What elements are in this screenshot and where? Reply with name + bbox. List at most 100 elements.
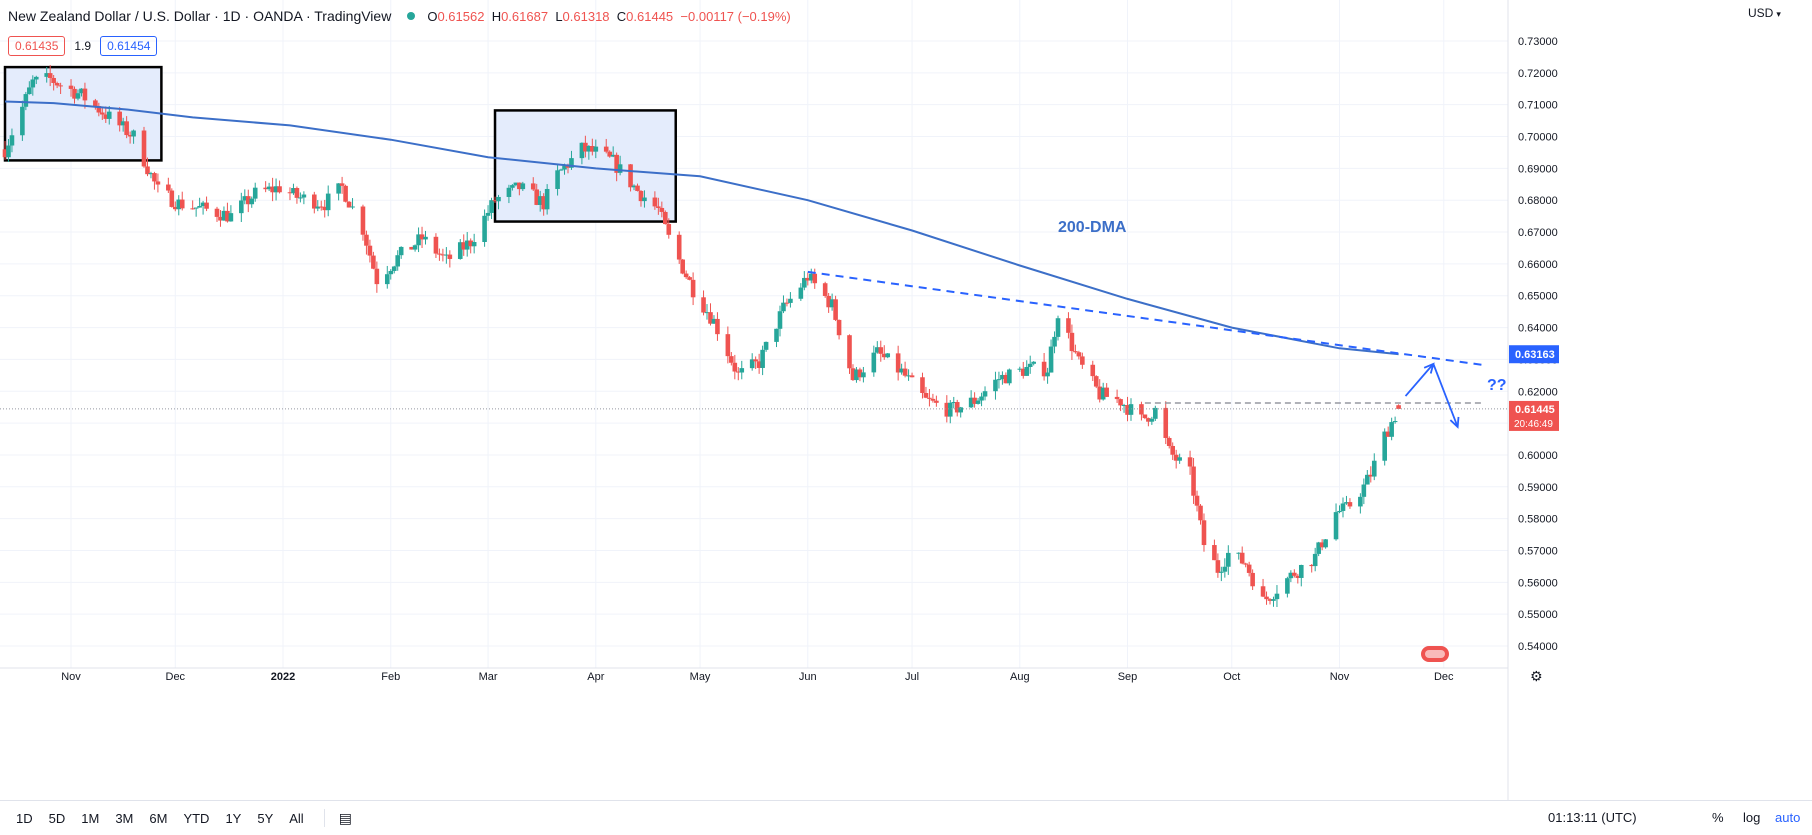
countdown-label: 20:46:49: [1514, 419, 1553, 430]
calendar-icon[interactable]: ▤: [338, 809, 352, 826]
time-tick-label: Aug: [1010, 671, 1030, 683]
utc-clock[interactable]: 01:13:11 (UTC): [1548, 810, 1637, 825]
candle-body: [225, 210, 230, 222]
candle-body: [343, 185, 348, 202]
candle-body: [120, 121, 126, 126]
range-1y[interactable]: 1Y: [225, 810, 242, 826]
highlight-box[interactable]: [3, 65, 163, 162]
candle-body: [346, 201, 352, 208]
candle-body: [1177, 457, 1182, 461]
toolbar-divider: [323, 809, 325, 827]
range-1m[interactable]: 1M: [81, 810, 100, 826]
candle-body: [437, 253, 442, 255]
range-all[interactable]: All: [289, 810, 304, 826]
candle-body: [440, 254, 446, 256]
candle-body: [1097, 386, 1103, 400]
candle-body: [899, 368, 904, 373]
candle-body: [489, 200, 494, 213]
candle-body: [530, 183, 536, 190]
candle-body: [273, 186, 279, 193]
flag-icon-inner: [1425, 650, 1445, 658]
candle-body: [1243, 563, 1248, 565]
price-tick-label: 0.73000: [1518, 36, 1558, 48]
candle-body: [200, 202, 206, 206]
candle-body: [131, 130, 136, 137]
range-1d[interactable]: 1D: [16, 810, 33, 826]
candle-body: [1048, 346, 1054, 373]
candle-body: [1201, 520, 1207, 546]
arrow-down[interactable]: [1432, 363, 1459, 428]
range-5y[interactable]: 5Y: [257, 810, 274, 826]
candle-body: [951, 402, 957, 404]
candle-body: [520, 183, 526, 190]
candle-body: [179, 199, 185, 209]
candle-body: [944, 402, 950, 417]
candle-body: [395, 255, 401, 267]
candle-body: [708, 312, 713, 324]
candle-body: [371, 255, 376, 269]
candle-body: [468, 240, 473, 247]
candle-body: [781, 302, 786, 312]
candle-body: [749, 359, 755, 369]
candle-body: [857, 369, 863, 378]
candle-body: [492, 200, 498, 202]
sell-button[interactable]: 0.61435: [8, 36, 66, 56]
currency-selector[interactable]: USD: [1748, 6, 1781, 20]
buy-button[interactable]: 0.61454: [100, 36, 158, 56]
candle-body: [579, 142, 585, 159]
price-tick-label: 0.55000: [1518, 609, 1558, 621]
candle-body: [221, 210, 227, 221]
range-6m[interactable]: 6M: [149, 810, 168, 826]
candle-body: [711, 318, 717, 324]
gear-icon[interactable]: ⚙: [1530, 669, 1543, 685]
candle-body: [1066, 318, 1071, 333]
arrow-up[interactable]: [1404, 363, 1435, 397]
dma-200-line[interactable]: [4, 100, 1399, 356]
candle-body: [934, 400, 939, 403]
candle-body: [214, 208, 220, 217]
range-3m[interactable]: 3M: [115, 810, 134, 826]
price-tick-label: 0.69000: [1518, 163, 1558, 175]
trendline-dashed[interactable]: [807, 270, 1483, 366]
candle-body: [1045, 372, 1050, 377]
candle-body: [1382, 431, 1387, 461]
candle-body: [1396, 405, 1401, 409]
candle-body: [784, 302, 790, 304]
candle-body: [252, 187, 258, 199]
candle-body: [277, 186, 282, 193]
time-tick-label: Mar: [479, 671, 498, 683]
time-tick-label: Jun: [799, 671, 817, 683]
auto-toggle[interactable]: auto: [1775, 810, 1801, 825]
candle-body: [631, 185, 637, 188]
candle-body: [1055, 318, 1061, 337]
candle-body: [457, 242, 463, 259]
candle-body: [1041, 361, 1047, 377]
candle-body: [812, 273, 818, 284]
candle-body: [614, 154, 619, 173]
candle-body: [506, 187, 512, 197]
candle-body: [245, 196, 251, 205]
candle-body: [565, 165, 571, 168]
candle-body: [1264, 596, 1269, 600]
candle-body: [975, 400, 981, 404]
percent-toggle[interactable]: %: [1712, 810, 1724, 825]
candle-body: [239, 200, 244, 214]
candle-body: [72, 88, 77, 99]
candle-body: [103, 114, 109, 119]
candle-body: [993, 379, 998, 392]
candle-body: [315, 206, 321, 209]
range-ytd[interactable]: YTD: [183, 810, 210, 826]
candle-body: [471, 241, 477, 247]
candle-body: [242, 196, 248, 201]
candle-body: [687, 277, 692, 280]
range-5d[interactable]: 5D: [48, 810, 66, 826]
dma-price-label: 0.63163: [1515, 349, 1555, 361]
highlight-box[interactable]: [493, 109, 677, 223]
log-toggle[interactable]: log: [1743, 810, 1761, 825]
symbol-title[interactable]: New Zealand Dollar / U.S. Dollar · 1D · …: [8, 8, 392, 24]
candle-body: [1226, 552, 1231, 567]
candle-body: [517, 182, 522, 190]
candle-body: [1118, 399, 1123, 406]
candle-body: [1219, 571, 1224, 573]
